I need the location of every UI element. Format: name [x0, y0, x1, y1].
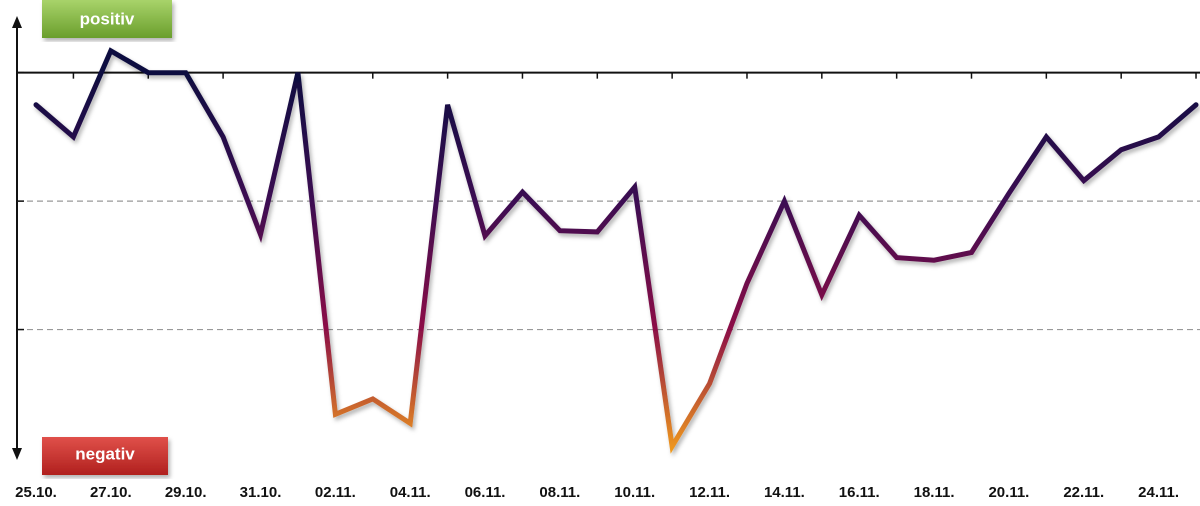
x-tick-label: 12.11.	[689, 484, 730, 501]
negative-label: negativ	[75, 444, 135, 463]
x-tick-label: 22.11.	[1063, 484, 1104, 501]
x-tick-label: 18.11.	[914, 484, 955, 501]
data-line	[33, 47, 1199, 454]
x-tick-label: 20.11.	[988, 484, 1029, 501]
arrow-down	[12, 448, 22, 460]
positive-label: positiv	[80, 9, 135, 28]
x-tick-label: 25.10.	[15, 484, 57, 501]
x-tick-label: 02.11.	[315, 484, 356, 501]
x-tick-label: 31.10.	[240, 484, 282, 501]
x-tick-label: 10.11.	[614, 484, 655, 501]
x-tick-label: 08.11.	[539, 484, 580, 501]
x-tick-label: 24.11.	[1138, 484, 1179, 501]
negative-badge	[42, 437, 168, 475]
arrow-up	[12, 16, 22, 28]
x-tick-label: 06.11.	[465, 484, 506, 501]
x-tick-label: 04.11.	[390, 484, 431, 501]
x-tick-label: 16.11.	[839, 484, 880, 501]
x-tick-label: 27.10.	[90, 484, 132, 501]
x-tick-label: 14.11.	[764, 484, 805, 501]
positive-badge	[42, 0, 172, 38]
x-tick-label: 29.10.	[165, 484, 207, 501]
